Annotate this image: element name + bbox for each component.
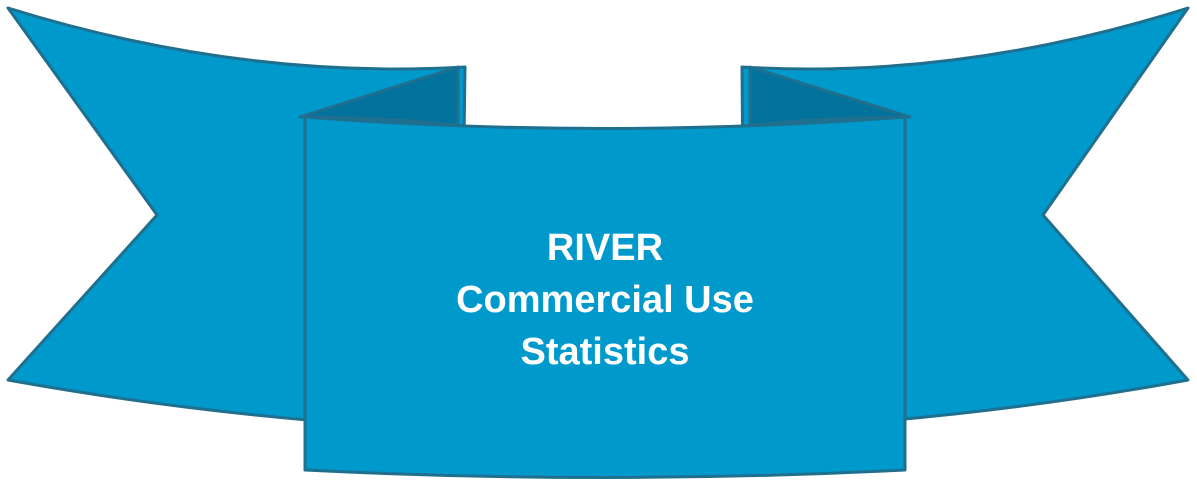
ribbon-center-panel [303,115,907,479]
banner-title-line-1: RIVER [546,227,664,269]
banner-title: RIVER Commercial Use Statistics [310,222,900,378]
banner-title-line-2: Commercial Use [456,279,754,321]
banner-title-line-3: Statistics [520,331,690,373]
